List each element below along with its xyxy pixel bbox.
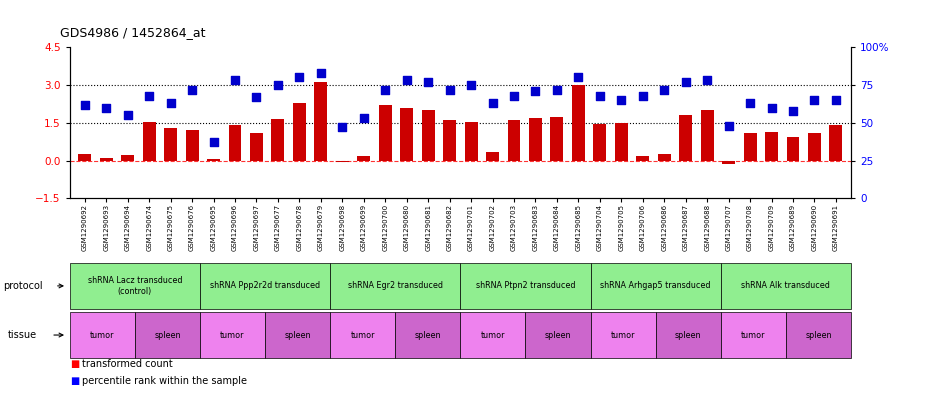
Text: transformed count: transformed count — [82, 358, 173, 369]
Point — [292, 74, 307, 81]
Point — [442, 86, 457, 93]
Point — [77, 101, 92, 108]
Text: tumor: tumor — [741, 331, 765, 340]
Point — [399, 77, 414, 84]
Text: spleen: spleen — [154, 331, 180, 340]
Text: spleen: spleen — [285, 331, 311, 340]
Bar — [572, 85, 585, 161]
Point — [420, 79, 435, 85]
Point — [721, 123, 736, 129]
Point — [614, 97, 629, 103]
Bar — [357, 156, 370, 161]
Text: tumor: tumor — [90, 331, 114, 340]
Bar — [508, 120, 521, 161]
Point — [335, 124, 350, 130]
Bar — [529, 118, 542, 161]
Bar — [808, 133, 821, 161]
Text: shRNA Alk transduced: shRNA Alk transduced — [741, 281, 830, 290]
Bar — [165, 128, 177, 161]
Point — [528, 88, 543, 94]
Point — [786, 108, 801, 114]
Bar — [250, 133, 263, 161]
Point — [507, 92, 522, 99]
Point — [356, 115, 371, 121]
Point — [99, 105, 113, 111]
Text: shRNA Arhgap5 transduced: shRNA Arhgap5 transduced — [601, 281, 711, 290]
Point — [120, 112, 135, 118]
Bar — [100, 158, 113, 161]
Point — [571, 74, 586, 81]
Point — [657, 86, 671, 93]
Point — [464, 82, 479, 88]
Point — [485, 100, 500, 106]
Bar — [293, 103, 306, 161]
Point — [807, 97, 822, 103]
Bar — [314, 83, 327, 161]
Bar — [615, 123, 628, 161]
Text: tumor: tumor — [220, 331, 245, 340]
Text: tumor: tumor — [611, 331, 635, 340]
Point — [206, 140, 221, 146]
Text: spleen: spleen — [675, 331, 701, 340]
Bar — [379, 105, 392, 161]
Bar — [830, 125, 843, 161]
Text: spleen: spleen — [415, 331, 441, 340]
Text: percentile rank within the sample: percentile rank within the sample — [82, 376, 246, 386]
Bar — [186, 130, 198, 161]
Point — [699, 77, 714, 84]
Bar — [465, 121, 477, 161]
Point — [185, 86, 200, 93]
Text: tumor: tumor — [481, 331, 505, 340]
Bar — [444, 120, 456, 161]
Point — [313, 70, 328, 76]
Point — [829, 97, 844, 103]
Bar — [744, 133, 756, 161]
Text: shRNA Lacz transduced
(control): shRNA Lacz transduced (control) — [87, 276, 182, 296]
Text: GDS4986 / 1452864_at: GDS4986 / 1452864_at — [60, 26, 206, 39]
Bar — [78, 154, 91, 161]
Bar — [229, 125, 242, 161]
Text: spleen: spleen — [545, 331, 571, 340]
Bar — [700, 110, 713, 161]
Text: spleen: spleen — [805, 331, 831, 340]
Bar — [336, 161, 349, 162]
Point — [271, 82, 286, 88]
Point — [764, 105, 779, 111]
Point — [678, 79, 693, 85]
Bar — [658, 154, 671, 161]
Bar — [551, 116, 564, 161]
Text: shRNA Egr2 transduced: shRNA Egr2 transduced — [348, 281, 443, 290]
Text: ■: ■ — [70, 376, 79, 386]
Bar — [400, 108, 413, 161]
Point — [550, 86, 565, 93]
Point — [592, 92, 607, 99]
Point — [378, 86, 392, 93]
Bar — [593, 124, 606, 161]
Bar — [121, 155, 134, 161]
Bar — [723, 161, 735, 164]
Text: ■: ■ — [70, 358, 79, 369]
Point — [228, 77, 243, 84]
Bar — [207, 159, 220, 161]
Point — [635, 92, 650, 99]
Bar — [142, 121, 155, 161]
Bar — [679, 115, 692, 161]
Bar — [765, 132, 778, 161]
Point — [249, 94, 264, 100]
Bar — [636, 156, 649, 161]
Point — [141, 92, 156, 99]
Text: protocol: protocol — [3, 281, 43, 291]
Bar — [787, 137, 800, 161]
Text: shRNA Ppp2r2d transduced: shRNA Ppp2r2d transduced — [210, 281, 320, 290]
Text: tumor: tumor — [351, 331, 375, 340]
Text: shRNA Ptpn2 transduced: shRNA Ptpn2 transduced — [476, 281, 575, 290]
Bar — [486, 152, 499, 161]
Text: tissue: tissue — [7, 330, 36, 340]
Point — [743, 100, 758, 106]
Point — [163, 100, 178, 106]
Bar — [272, 119, 285, 161]
Bar — [421, 110, 434, 161]
